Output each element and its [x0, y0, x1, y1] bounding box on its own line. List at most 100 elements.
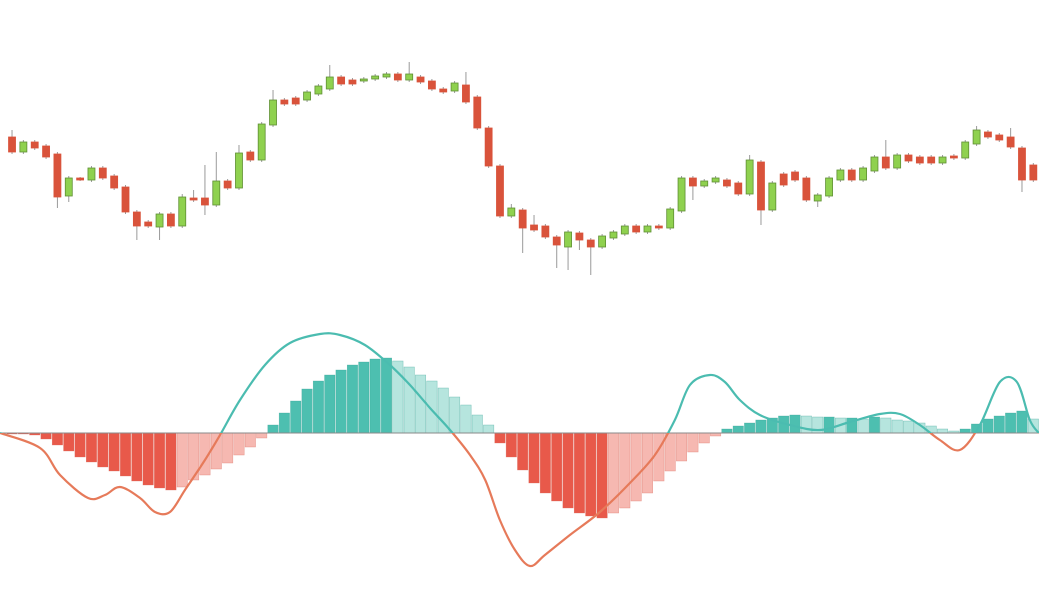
histogram-bar [210, 432, 222, 470]
histogram-bar [619, 432, 631, 509]
candle-body [189, 197, 198, 201]
candle-body [1029, 164, 1038, 181]
candle-body [530, 224, 538, 231]
histogram-bar [471, 414, 483, 434]
histogram-bar [551, 432, 563, 502]
histogram-bar [131, 432, 143, 482]
histogram-bar [880, 417, 892, 434]
candle-body [779, 173, 788, 186]
histogram-bar [449, 396, 461, 434]
candle-body [791, 171, 799, 181]
candle-body [235, 152, 243, 189]
histogram-bar [346, 364, 358, 434]
histogram-bar [585, 432, 597, 517]
histogram-bar [744, 422, 756, 434]
histogram-bar [687, 432, 699, 453]
candle-body [972, 129, 981, 145]
histogram-bar [959, 428, 971, 434]
candle-body [439, 88, 448, 93]
histogram-bar [233, 432, 245, 456]
candle-body [643, 225, 652, 233]
candle-body [87, 167, 96, 181]
candle-body [269, 99, 277, 126]
candle-body [598, 235, 607, 248]
candle-body [620, 225, 629, 235]
histogram-bar [698, 432, 710, 444]
candle-body [859, 167, 868, 181]
histogram-bar [483, 424, 495, 434]
histogram-bar [517, 432, 529, 471]
histogram-bar [755, 419, 767, 434]
histogram-bar [1016, 410, 1028, 434]
candle-body [609, 231, 618, 239]
histogram-bar [63, 432, 75, 452]
histogram-bar [85, 432, 97, 463]
candle-body [949, 155, 958, 159]
candle-body [462, 84, 470, 103]
candle-body [757, 161, 765, 211]
candle-body [8, 136, 16, 153]
candle-body [586, 239, 595, 248]
candle-body [768, 182, 777, 211]
histogram-bar [358, 361, 370, 434]
candle-body [405, 73, 414, 81]
histogram-bar [993, 415, 1005, 434]
candle-body [19, 141, 28, 153]
histogram-bar [732, 425, 744, 434]
candle-body [677, 177, 686, 212]
histogram-bar [97, 432, 109, 468]
histogram-bar [290, 400, 302, 434]
candle-body [110, 175, 119, 189]
histogram-bar [823, 416, 835, 434]
candle-body [166, 213, 175, 227]
candle-body [246, 151, 255, 161]
candle-body [881, 156, 890, 169]
candle-body [518, 209, 527, 229]
candle-body [212, 180, 221, 206]
candle-body [155, 213, 164, 228]
candle-body [745, 159, 754, 195]
candle-body [144, 221, 153, 227]
histogram-bar [267, 424, 279, 434]
candle-body [711, 177, 720, 183]
candle-body [847, 169, 856, 181]
histogram-bar [653, 432, 665, 482]
candle-body [393, 73, 402, 81]
histogram-bar [312, 380, 324, 434]
candle-body [984, 131, 992, 138]
candle-body [473, 96, 482, 129]
histogram-bar [369, 358, 381, 434]
histogram-bar [857, 418, 869, 434]
histogram-bar [324, 374, 336, 434]
histogram-bar [176, 432, 188, 488]
candle-body [484, 127, 493, 167]
candle-body [1006, 136, 1015, 148]
candle-body [961, 141, 970, 159]
histogram-bar [630, 432, 642, 502]
histogram-bar [222, 432, 234, 464]
histogram-bar [868, 416, 880, 434]
histogram-bar [539, 432, 551, 494]
candle-body [427, 80, 436, 90]
candle-body [348, 79, 357, 85]
histogram-bar [505, 432, 517, 458]
candle-body [98, 167, 107, 179]
histogram-bar [891, 419, 903, 434]
candle-body [64, 177, 73, 197]
candle-body [291, 97, 300, 105]
histogram-bar [937, 428, 949, 434]
candle-body [121, 186, 130, 213]
histogram-bar [74, 432, 86, 458]
histogram-bar [165, 432, 177, 491]
histogram-bar [256, 432, 268, 439]
candle-body [813, 194, 822, 202]
candle-body [541, 225, 550, 238]
histogram-bar [51, 432, 63, 446]
macd-line [0, 332, 1039, 568]
candle-body [688, 177, 697, 187]
candle-body [927, 156, 936, 164]
candle-body [53, 153, 62, 198]
candle-body [1018, 147, 1026, 181]
